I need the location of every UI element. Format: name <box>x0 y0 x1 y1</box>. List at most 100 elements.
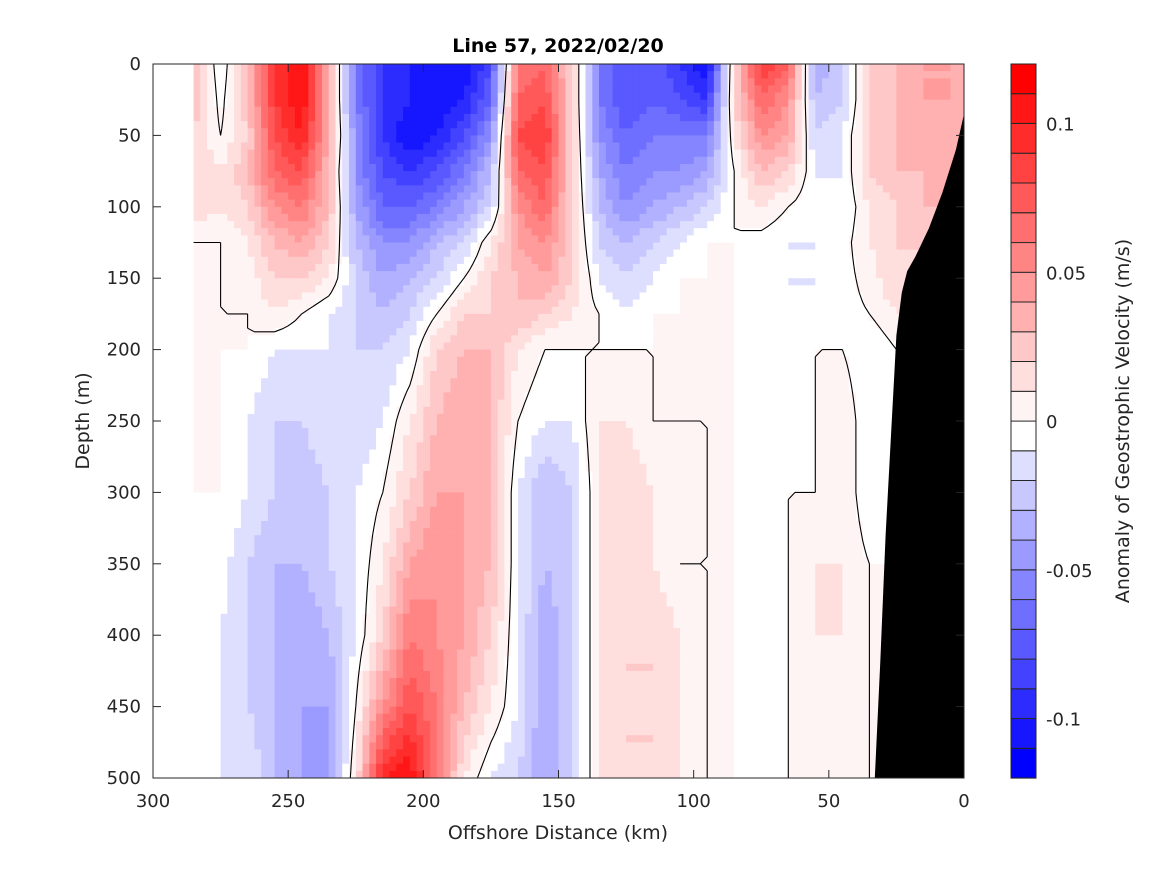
field-cell <box>693 306 702 315</box>
field-cell <box>518 263 526 272</box>
field-cell <box>815 99 823 108</box>
field-cell <box>781 99 789 108</box>
field-cell <box>355 71 364 79</box>
field-cell <box>511 363 519 372</box>
field-cell <box>713 306 722 315</box>
field-cell <box>430 263 438 272</box>
field-cell <box>937 99 945 108</box>
field-cell <box>349 263 357 272</box>
field-cell <box>605 221 614 229</box>
field-cell <box>423 142 431 151</box>
field-cell <box>565 228 573 236</box>
field-cell <box>200 335 208 343</box>
field-cell <box>713 142 722 151</box>
field-cell <box>686 156 695 165</box>
field-cell <box>254 171 262 179</box>
field-cell <box>200 263 208 272</box>
field-cell <box>518 363 526 372</box>
field-cell <box>376 256 384 265</box>
field-cell <box>869 349 877 358</box>
field-cell <box>315 71 323 79</box>
field-cell <box>443 114 451 122</box>
field-cell <box>599 149 607 158</box>
field-cell <box>889 78 898 86</box>
field-cell <box>524 85 533 94</box>
field-cell <box>382 321 391 329</box>
field-cell <box>619 114 627 122</box>
field-cell <box>747 71 756 79</box>
field-cell <box>288 206 296 215</box>
field-cell <box>497 342 506 351</box>
field-cell <box>693 128 702 136</box>
field-cell <box>281 178 289 186</box>
field-cell <box>497 178 506 186</box>
field-cell <box>294 64 303 72</box>
field-cell <box>781 221 789 229</box>
field-cell <box>720 242 729 251</box>
field-cell <box>463 78 472 86</box>
field-cell <box>849 356 857 365</box>
field-cell <box>795 278 803 286</box>
field-cell <box>369 299 377 308</box>
field-cell <box>659 64 668 72</box>
field-cell <box>801 235 810 244</box>
field-cell <box>200 128 208 136</box>
field-cell <box>578 313 587 322</box>
field-cell <box>626 313 634 322</box>
field-cell <box>605 228 614 236</box>
field-cell <box>531 85 539 94</box>
field-cell <box>686 199 695 208</box>
field-cell <box>294 135 303 144</box>
field-cell <box>308 349 316 358</box>
field-cell <box>869 292 877 301</box>
field-cell <box>430 242 438 251</box>
field-cell <box>247 235 255 244</box>
field-cell <box>903 235 911 244</box>
field-cell <box>720 106 729 115</box>
field-cell <box>382 206 391 215</box>
field-cell <box>565 321 573 329</box>
field-cell <box>457 313 465 322</box>
field-cell <box>930 192 938 201</box>
field-cell <box>376 156 384 165</box>
field-cell <box>261 249 269 258</box>
field-cell <box>578 114 587 122</box>
field-cell <box>666 78 674 86</box>
field-cell <box>518 64 526 72</box>
field-cell <box>795 192 803 201</box>
field-cell <box>659 213 668 222</box>
field-cell <box>240 99 249 108</box>
field-cell <box>322 235 330 244</box>
field-cell <box>524 199 533 208</box>
field-cell <box>923 121 931 129</box>
field-cell <box>565 164 573 172</box>
field-cell <box>882 164 891 172</box>
field-cell <box>389 292 397 301</box>
field-cell <box>355 371 364 379</box>
field-cell <box>315 256 323 265</box>
field-cell <box>484 371 492 379</box>
field-cell <box>207 78 215 86</box>
field-cell <box>430 192 438 201</box>
field-cell <box>545 235 553 244</box>
field-cell <box>815 71 823 79</box>
field-cell <box>484 242 492 251</box>
field-cell <box>822 142 830 151</box>
field-cell <box>707 363 715 372</box>
field-cell <box>862 92 870 101</box>
field-cell <box>937 78 945 86</box>
field-cell <box>639 342 647 351</box>
field-cell <box>666 142 674 151</box>
field-cell <box>592 285 600 293</box>
field-cell <box>774 114 783 122</box>
field-cell <box>254 135 262 144</box>
field-cell <box>531 363 539 372</box>
field-cell <box>605 178 614 186</box>
field-cell <box>477 242 485 251</box>
field-cell <box>835 156 843 165</box>
field-cell <box>355 363 364 372</box>
field-cell <box>788 106 796 115</box>
field-cell <box>308 106 316 115</box>
field-cell <box>578 71 587 79</box>
field-cell <box>869 299 877 308</box>
